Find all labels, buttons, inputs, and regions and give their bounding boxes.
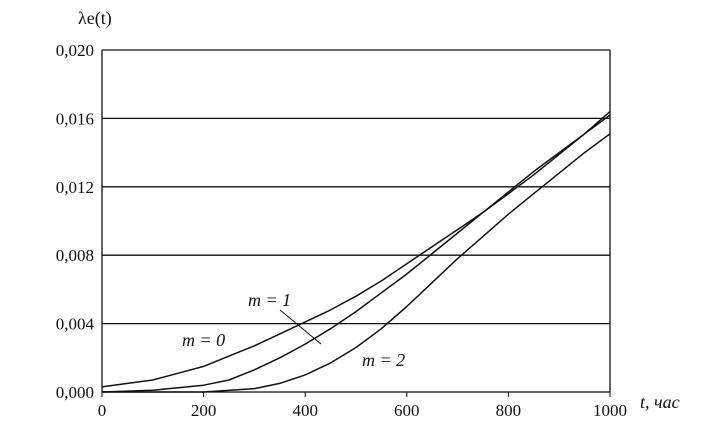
x-tick-label: 400 — [292, 401, 318, 420]
x-tick-label: 600 — [394, 401, 420, 420]
y-tick-labels: 0,000 0,004 0,008 0,012 0,016 0,020 — [56, 41, 95, 402]
series-line-m2 — [102, 133, 611, 393]
annotation-m0: m = 0 — [182, 330, 225, 350]
leader-line-m1 — [279, 309, 322, 345]
y-tick-label: 0,000 — [56, 383, 94, 402]
annotation-m2: m = 2 — [362, 350, 405, 370]
series-line-m0 — [101, 111, 611, 388]
annotation-m1: m = 1 — [248, 290, 291, 310]
y-tick-label: 0,016 — [56, 109, 94, 128]
y-axis-label: λe(t) — [78, 8, 112, 29]
x-tick-label: 1000 — [593, 401, 627, 420]
series-line-m1 — [101, 114, 611, 393]
x-axis-label: t, час — [640, 392, 680, 412]
x-tick-label: 0 — [98, 401, 107, 420]
y-tick-label: 0,012 — [56, 178, 94, 197]
x-tick-label: 200 — [191, 401, 217, 420]
y-tick-label: 0,004 — [56, 315, 95, 334]
axes — [101, 50, 611, 393]
annotation-leader-lines — [279, 309, 322, 345]
x-tick-label: 800 — [496, 401, 522, 420]
grid-lines — [102, 49, 610, 325]
x-tick-labels: 0 200 400 600 800 1000 — [98, 392, 627, 420]
series-lines — [101, 111, 611, 393]
y-tick-label: 0,020 — [56, 41, 94, 60]
y-tick-label: 0,008 — [56, 246, 94, 265]
